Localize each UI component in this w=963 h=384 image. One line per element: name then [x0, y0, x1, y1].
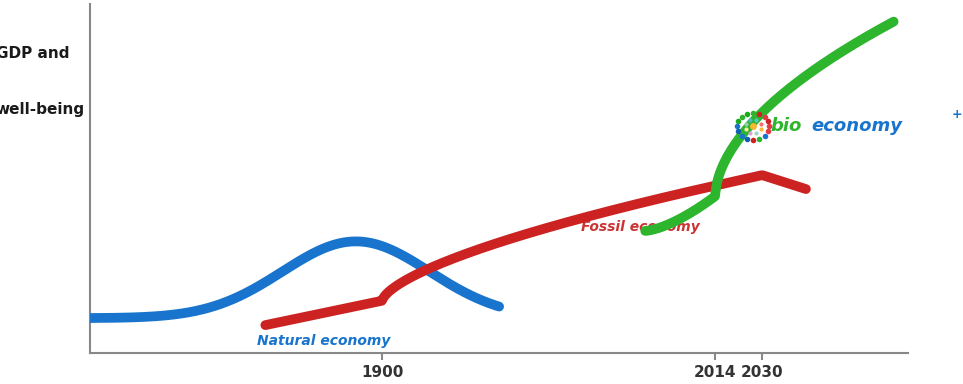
Text: GDP and: GDP and — [0, 46, 69, 61]
Text: Fossil economy: Fossil economy — [581, 220, 700, 235]
Text: economy: economy — [812, 117, 902, 135]
Text: Natural economy: Natural economy — [257, 334, 390, 348]
Text: bio: bio — [770, 117, 802, 135]
Text: +: + — [952, 108, 963, 121]
Text: well-being: well-being — [0, 102, 85, 117]
